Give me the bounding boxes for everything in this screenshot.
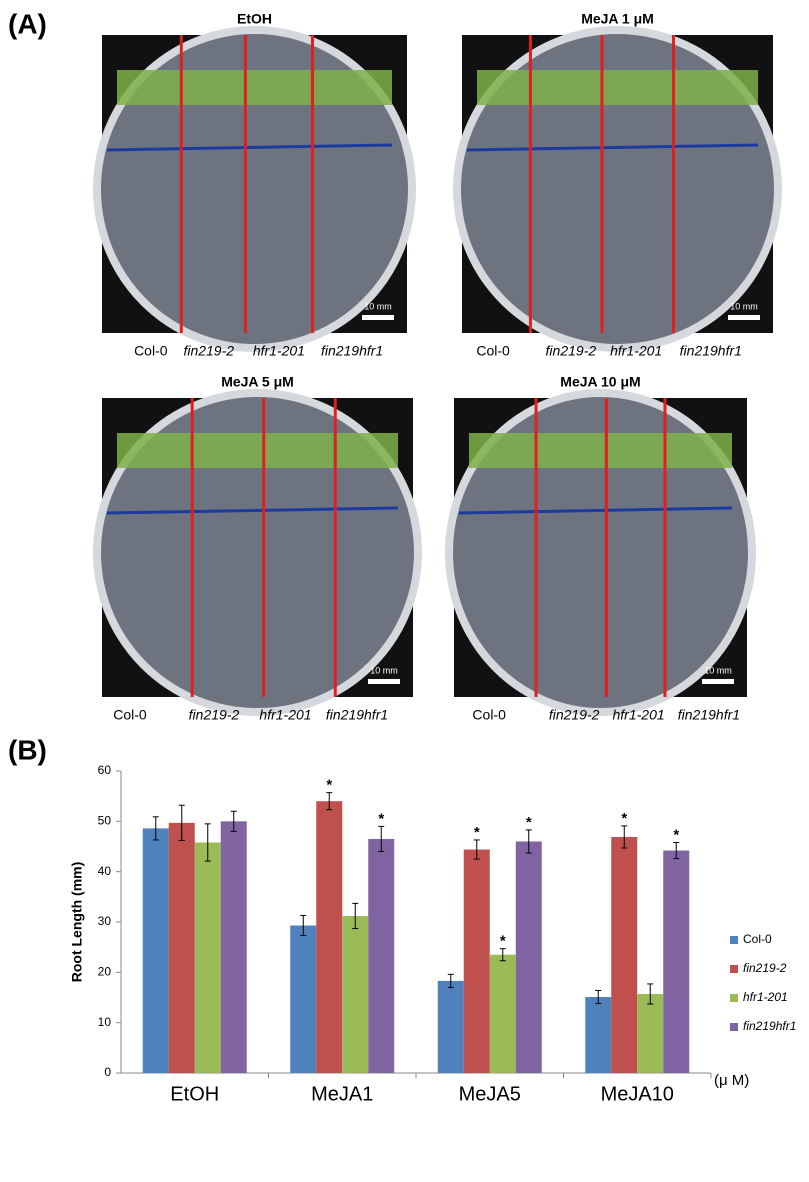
y-tick-label: 50 xyxy=(98,814,112,828)
bar xyxy=(611,837,637,1073)
genotype-label: fin219hfr1 xyxy=(678,707,740,723)
plate-title: MeJA 5 μM xyxy=(221,374,294,390)
significance-label: * xyxy=(621,810,627,827)
genotype-label: fin219hfr1 xyxy=(680,343,742,359)
legend-label: hfr1-201 xyxy=(743,990,788,1004)
y-axis-label: Root Length (mm) xyxy=(69,862,85,983)
bar xyxy=(490,955,516,1073)
x-tick-label: EtOH xyxy=(170,1083,219,1105)
bar xyxy=(143,828,169,1073)
genotype-label: fin219hfr1 xyxy=(326,707,388,723)
legend-swatch xyxy=(730,994,738,1002)
bar xyxy=(290,926,316,1073)
bar xyxy=(438,981,464,1073)
y-tick-label: 10 xyxy=(98,1015,112,1029)
bar xyxy=(585,997,611,1073)
genotype-label: hfr1-201 xyxy=(610,343,662,359)
significance-label: * xyxy=(673,826,679,843)
significance-label: * xyxy=(378,810,384,827)
bar xyxy=(169,823,195,1073)
genotype-label: hfr1-201 xyxy=(259,707,311,723)
x-tick-label: MeJA5 xyxy=(459,1083,521,1105)
page: (A) (B) 10 mm EtOH Col-0 fin219-2 hfr1-201 fi… xyxy=(0,0,809,1182)
plate-title: EtOH xyxy=(237,11,272,27)
bar xyxy=(316,801,342,1073)
bar xyxy=(342,916,368,1073)
seedlings xyxy=(469,433,732,468)
bar xyxy=(221,821,247,1073)
seedlings xyxy=(117,70,392,105)
legend-label: fin219hfr1 xyxy=(743,1019,796,1033)
x-tick-label: MeJA10 xyxy=(601,1083,674,1105)
legend-swatch xyxy=(730,1023,738,1031)
y-tick-label: 0 xyxy=(104,1065,111,1079)
plate-title: MeJA 1 μM xyxy=(581,11,654,27)
significance-label: * xyxy=(474,824,480,841)
bar xyxy=(516,841,542,1073)
legend-swatch xyxy=(730,936,738,944)
figure: (A) (B) 10 mm EtOH Col-0 fin219-2 hfr1-201 fi… xyxy=(0,0,809,1182)
bar xyxy=(368,839,394,1073)
y-tick-label: 20 xyxy=(98,965,112,979)
genotype-label: Col-0 xyxy=(472,707,506,723)
genotype-label: Col-0 xyxy=(134,343,168,359)
genotype-label: Col-0 xyxy=(113,707,147,723)
genotype-label: hfr1-201 xyxy=(253,343,305,359)
y-tick-label: 60 xyxy=(98,763,112,777)
significance-label: * xyxy=(500,933,506,950)
bar xyxy=(663,851,689,1073)
bar xyxy=(195,842,221,1073)
genotype-label: Col-0 xyxy=(476,343,510,359)
seedlings xyxy=(117,433,398,468)
genotype-label: fin219-2 xyxy=(549,707,600,723)
legend-swatch xyxy=(730,965,738,973)
x-unit-label: (μ M) xyxy=(714,1072,749,1089)
y-tick-label: 30 xyxy=(98,914,112,928)
significance-label: * xyxy=(526,814,532,831)
x-tick-label: MeJA1 xyxy=(311,1083,373,1105)
scale-bar-label: 10 mm xyxy=(364,301,392,311)
scale-bar xyxy=(728,315,760,320)
plate-title: MeJA 10 μM xyxy=(560,374,640,390)
panel-label: (A) xyxy=(8,8,47,39)
genotype-label: fin219-2 xyxy=(183,343,234,359)
legend-label: Col-0 xyxy=(743,932,772,946)
panel-label: (B) xyxy=(8,734,47,765)
significance-label: * xyxy=(326,777,332,794)
genotype-label: hfr1-201 xyxy=(613,707,665,723)
scale-bar xyxy=(362,315,394,320)
scale-bar-label: 10 mm xyxy=(370,665,398,675)
genotype-label: fin219-2 xyxy=(189,707,240,723)
bar xyxy=(464,850,490,1073)
genotype-label: fin219-2 xyxy=(546,343,597,359)
legend-label: fin219-2 xyxy=(743,961,787,975)
scale-bar-label: 10 mm xyxy=(730,301,758,311)
seedlings xyxy=(477,70,758,105)
bar xyxy=(637,994,663,1073)
y-tick-label: 40 xyxy=(98,864,112,878)
scale-bar-label: 10 mm xyxy=(704,665,732,675)
scale-bar xyxy=(702,679,734,684)
scale-bar xyxy=(368,679,400,684)
genotype-label: fin219hfr1 xyxy=(321,343,383,359)
